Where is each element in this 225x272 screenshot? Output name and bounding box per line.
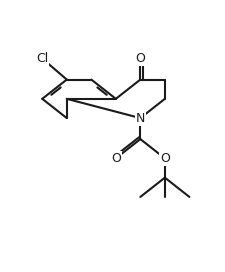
Text: O: O — [110, 152, 120, 165]
Text: Cl: Cl — [36, 52, 48, 65]
Text: O: O — [159, 152, 169, 165]
Text: O: O — [135, 52, 145, 65]
Text: N: N — [135, 112, 144, 125]
